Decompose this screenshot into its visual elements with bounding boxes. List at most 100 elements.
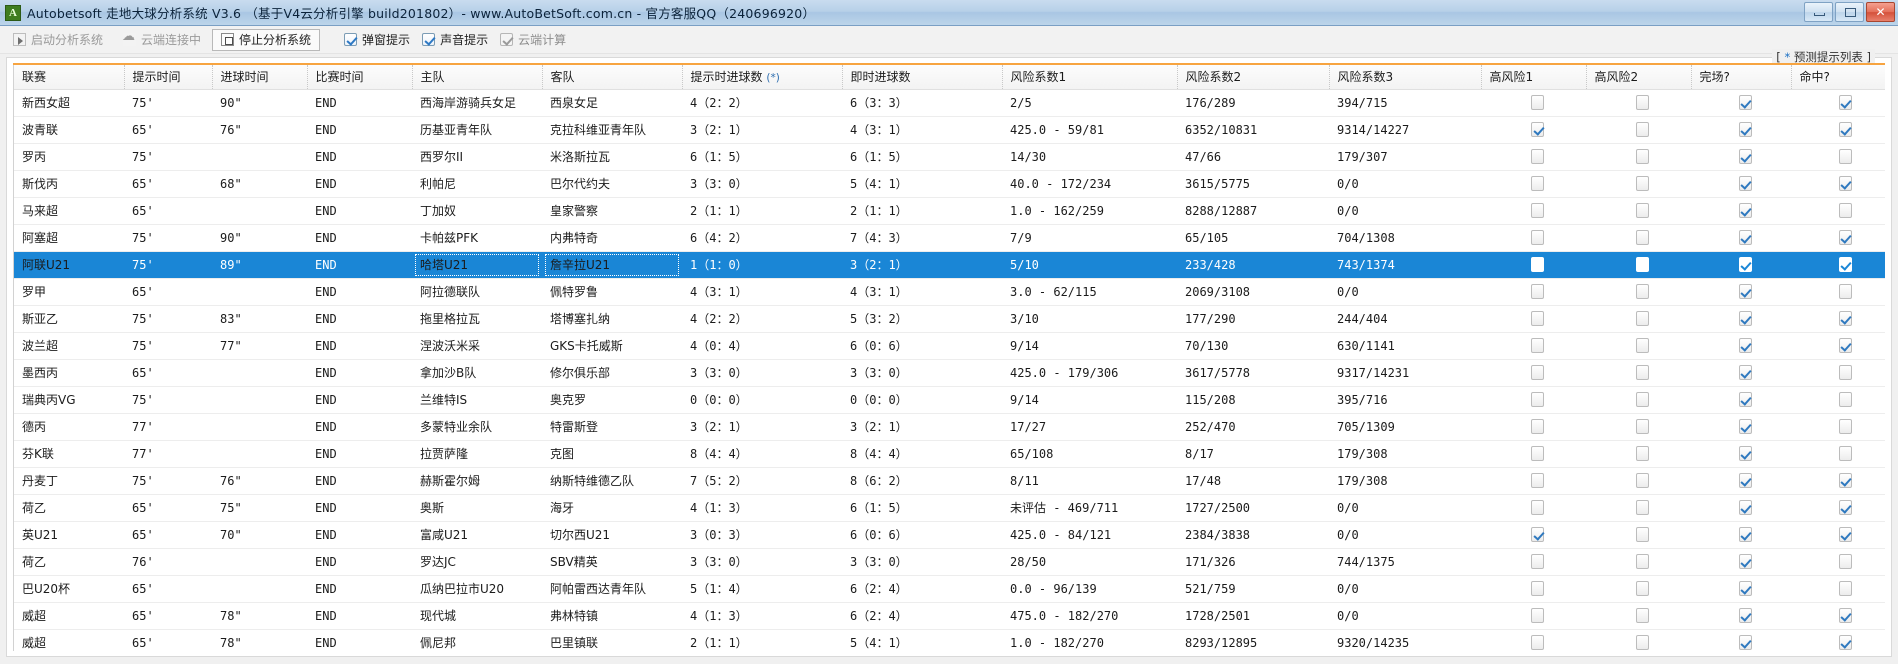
checkbox-checked-icon[interactable] — [1738, 122, 1752, 137]
cell-high1[interactable] — [1481, 467, 1586, 495]
cell-finished[interactable] — [1691, 116, 1791, 144]
checkbox-checked-icon[interactable] — [1738, 149, 1752, 164]
close-button[interactable]: ✕ — [1866, 2, 1895, 22]
column-header-risk1[interactable]: 风险系数1 — [1002, 65, 1178, 90]
checkbox-unchecked-icon[interactable] — [1636, 581, 1649, 596]
checkbox-checked-icon[interactable] — [1738, 527, 1752, 542]
cell-hit[interactable] — [1791, 116, 1885, 144]
cell-hit[interactable] — [1791, 359, 1885, 387]
cell-hit[interactable] — [1791, 332, 1885, 360]
cell-high2[interactable] — [1586, 575, 1691, 603]
cell-high1[interactable] — [1481, 602, 1586, 630]
checkbox-unchecked-icon[interactable] — [1531, 392, 1544, 407]
checkbox-unchecked-icon[interactable] — [1636, 500, 1649, 515]
table-row[interactable]: 波青联 65' 76" END 历基亚青年队 克拉科维亚青年队 3（2：1） 4（3：1） 42… — [14, 116, 1885, 144]
cell-hit[interactable] — [1791, 305, 1885, 333]
stop-analysis-button[interactable]: 停止分析系统 — [212, 28, 321, 51]
checkbox-unchecked-icon[interactable] — [1531, 419, 1544, 434]
cell-high2[interactable] — [1586, 143, 1691, 171]
cell-high2[interactable] — [1586, 521, 1691, 549]
cell-hit[interactable] — [1791, 629, 1885, 651]
cell-finished[interactable] — [1691, 359, 1791, 387]
checkbox-unchecked-icon[interactable] — [1838, 419, 1852, 434]
checkbox-checked-icon[interactable] — [1838, 257, 1852, 272]
cell-hit[interactable] — [1791, 521, 1885, 549]
checkbox-checked-icon[interactable] — [1738, 95, 1752, 110]
checkbox-checked-icon[interactable] — [1738, 554, 1752, 569]
table-row[interactable]: 威超 65' 78" END 现代城 弗林特镇 4（1：3） 6（2：4） 475.0 - 18… — [14, 602, 1885, 630]
checkbox-checked-icon[interactable] — [1738, 419, 1752, 434]
cell-high1[interactable] — [1481, 89, 1586, 117]
cell-high2[interactable] — [1586, 413, 1691, 441]
column-header-league[interactable]: 联赛 — [14, 65, 125, 90]
checkbox-unchecked-icon[interactable] — [1636, 365, 1649, 380]
cell-hit[interactable] — [1791, 278, 1885, 306]
column-header-away[interactable]: 客队 — [542, 65, 683, 90]
column-header-match_time[interactable]: 比赛时间 — [307, 65, 413, 90]
checkbox-unchecked-icon[interactable] — [1531, 338, 1544, 353]
cell-finished[interactable] — [1691, 332, 1791, 360]
cell-finished[interactable] — [1691, 629, 1791, 651]
checkbox-unchecked-icon[interactable] — [1838, 392, 1852, 407]
cell-finished[interactable] — [1691, 143, 1791, 171]
checkbox-unchecked-icon[interactable] — [1636, 149, 1649, 164]
column-header-goal_time[interactable]: 进球时间 — [212, 65, 308, 90]
checkbox-checked-icon[interactable] — [1738, 311, 1752, 326]
cell-hit[interactable] — [1791, 251, 1885, 279]
checkbox-unchecked-icon[interactable] — [1531, 149, 1544, 164]
cell-finished[interactable] — [1691, 575, 1791, 603]
table-row[interactable]: 罗丙 75' END 西罗尔II 米洛斯拉瓦 6（1：5） 6（1：5） 14/30 47/66… — [14, 143, 1885, 171]
checkbox-unchecked-icon[interactable] — [1636, 176, 1649, 191]
cell-high2[interactable] — [1586, 305, 1691, 333]
checkbox-checked-icon[interactable] — [1531, 122, 1544, 137]
cell-high1[interactable] — [1481, 440, 1586, 468]
checkbox-unchecked-icon[interactable] — [1636, 284, 1649, 299]
checkbox-unchecked-icon[interactable] — [1636, 419, 1649, 434]
cell-high1[interactable] — [1481, 494, 1586, 522]
checkbox-unchecked-icon[interactable] — [1838, 284, 1852, 299]
table-row[interactable]: 斯伐丙 65' 68" END 利帕尼 巴尔代约夫 3（3：0） 5（4：1） 40.0 - 1… — [14, 170, 1885, 198]
checkbox-checked-icon[interactable] — [1738, 257, 1752, 272]
cell-finished[interactable] — [1691, 224, 1791, 252]
cell-high1[interactable] — [1481, 413, 1586, 441]
checkbox-checked-icon[interactable] — [1838, 527, 1852, 542]
table-row[interactable]: 新西女超 75' 90" END 西海岸游骑兵女足 西泉女足 4（2：2） 6（3：3） 2/5… — [14, 89, 1885, 117]
cell-hit[interactable] — [1791, 575, 1885, 603]
cell-high1[interactable] — [1481, 305, 1586, 333]
table-row[interactable]: 阿联U21 75' 89" END 哈塔U21 詹辛拉U21 1（1：0） 3（2：1） 5/1… — [14, 251, 1885, 279]
cell-high1[interactable] — [1481, 332, 1586, 360]
checkbox-checked-icon[interactable] — [1738, 635, 1752, 650]
checkbox-checked-icon[interactable] — [1838, 230, 1852, 245]
table-row[interactable]: 马来超 65' END 丁加奴 皇家警察 2（1：1） 2（1：1） 1.0 - 162/25… — [14, 197, 1885, 225]
cell-finished[interactable] — [1691, 386, 1791, 414]
column-header-finished[interactable]: 完场? — [1691, 65, 1792, 90]
cell-finished[interactable] — [1691, 197, 1791, 225]
maximize-button[interactable] — [1835, 2, 1864, 22]
cell-high2[interactable] — [1586, 386, 1691, 414]
checkbox-unchecked-icon[interactable] — [1636, 338, 1649, 353]
checkbox-checked-icon[interactable] — [1838, 500, 1852, 515]
cell-finished[interactable] — [1691, 413, 1791, 441]
cell-high1[interactable] — [1481, 359, 1586, 387]
cell-hit[interactable] — [1791, 386, 1885, 414]
checkbox-unchecked-icon[interactable] — [1531, 203, 1544, 218]
cell-finished[interactable] — [1691, 440, 1791, 468]
checkbox-checked-icon[interactable] — [1531, 527, 1544, 542]
table-row[interactable]: 阿塞超 75' 90" END 卡帕兹PFK 内弗特奇 6（4：2） 7（4：3） 7/9 65/… — [14, 224, 1885, 252]
cell-finished[interactable] — [1691, 305, 1791, 333]
checkbox-checked-icon[interactable] — [1738, 203, 1752, 218]
checkbox-unchecked-icon[interactable] — [1636, 203, 1649, 218]
table-row[interactable]: 墨西丙 65' END 拿加沙B队 修尔俱乐部 3（3：0） 3（3：0） 425.0 - 1… — [14, 359, 1885, 387]
checkbox-unchecked-icon[interactable] — [1531, 554, 1544, 569]
checkbox-checked-icon[interactable] — [1738, 581, 1752, 596]
table-row[interactable]: 斯亚乙 75' 83" END 拖里格拉瓦 塔博塞扎纳 4（2：2） 5（3：2） 3/10 17… — [14, 305, 1885, 333]
column-header-tip_time[interactable]: 提示时间 — [124, 65, 213, 90]
cell-finished[interactable] — [1691, 494, 1791, 522]
cell-high2[interactable] — [1586, 602, 1691, 630]
cell-finished[interactable] — [1691, 170, 1791, 198]
checkbox-checked-icon[interactable] — [1838, 338, 1852, 353]
checkbox-checked-icon[interactable] — [1838, 311, 1852, 326]
cell-finished[interactable] — [1691, 548, 1791, 576]
checkbox-unchecked-icon[interactable] — [1531, 311, 1544, 326]
checkbox-unchecked-icon[interactable] — [1636, 311, 1649, 326]
